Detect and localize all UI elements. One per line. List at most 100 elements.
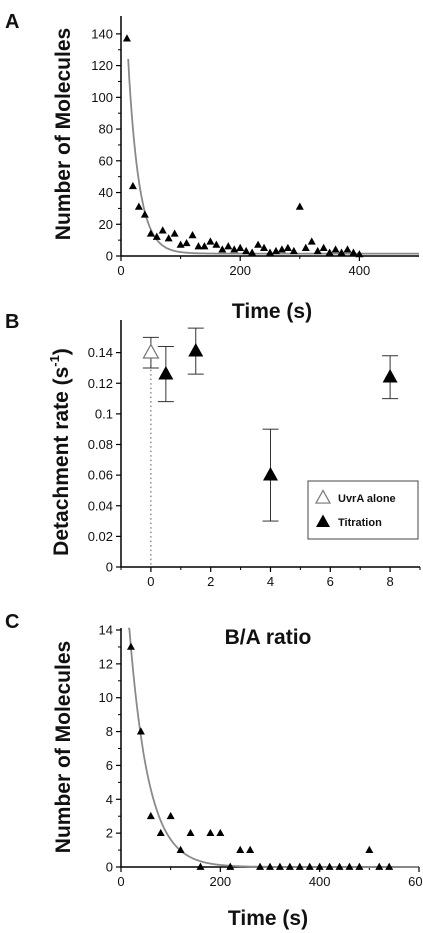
chart-c-y-tick-label: 14 (99, 623, 113, 638)
chart-a-data-point (349, 248, 358, 256)
chart-c-y-tick-label: 2 (106, 826, 113, 841)
chart-b-data-point (263, 467, 278, 481)
panel-label-c: C (5, 611, 19, 633)
chart-a-data-point (271, 246, 280, 255)
chart-c-data-point (146, 811, 155, 820)
chart-b-legend-marker (316, 514, 330, 528)
chart-a-data-point (224, 242, 233, 250)
chart-b-data-point (158, 365, 174, 380)
chart-c-data-point (126, 642, 135, 650)
chart-a-data-point (337, 248, 346, 256)
chart-c-data-point (385, 862, 394, 870)
chart-c-data-point (246, 845, 255, 853)
chart-c-y-tick-label: 10 (99, 690, 113, 705)
chart-c-data-point (256, 862, 265, 870)
chart-c-y-tick-label: 8 (106, 724, 113, 739)
chart-c-data-point (236, 845, 245, 853)
chart-b-y-axis-label-main: Detachment rate (s (50, 367, 73, 556)
chart-b-legend-marker-open (314, 489, 332, 504)
chart-a-data-point (200, 242, 209, 250)
chart-c-data-point (345, 862, 354, 870)
chart-a-data-point (176, 240, 185, 248)
chart-a-data-point (260, 243, 269, 251)
chart-a-data-point (343, 245, 352, 253)
chart-c-data-point (355, 862, 364, 870)
panel-label-b: B (5, 311, 19, 333)
chart-a-data-point (301, 243, 310, 251)
chart-c-data-point (375, 862, 384, 870)
chart-c-data-point (196, 862, 205, 870)
chart-c-data-point (186, 828, 195, 837)
chart-a-data-point (307, 237, 316, 245)
chart-a-data-point (146, 229, 155, 237)
chart-a-data-point (134, 202, 143, 210)
chart-a-data-point (128, 181, 137, 190)
chart-c-y-tick-label: 4 (106, 792, 113, 807)
chart-b-legend-label: Titration (338, 517, 382, 529)
chart-a-y-tick-label: 40 (99, 185, 113, 200)
chart-c-x-tick-label: 400 (309, 874, 331, 889)
chart-a-data-point (283, 243, 292, 251)
chart-b-data-point (188, 342, 204, 357)
chart-a-y-tick-label: 0 (106, 249, 113, 264)
chart-a-x-axis-label: Time (s) (232, 300, 312, 323)
chart-b-legend-label: UvrA alone (338, 493, 396, 505)
chart-b-y-axis-label-sup: -1 (47, 355, 62, 367)
chart-a-data-point (140, 210, 149, 218)
chart-a-data-point (152, 232, 161, 240)
chart-a-data-point (319, 243, 328, 251)
chart-c-data-point (216, 828, 225, 837)
chart-a-data-point (289, 246, 298, 255)
chart-c-y-tick-label: 0 (106, 860, 113, 875)
chart-b: 0 0.02 0.04 0.06 0.08 0.1 0.12 0.14 0 2 4 6 8 UvrA al… (88, 320, 421, 589)
chart-a-x-tick-label: 400 (349, 263, 371, 278)
chart-a-data-point (277, 245, 286, 253)
chart-a-data-point (206, 237, 215, 245)
chart-b-y-tick-label: 0.04 (88, 498, 113, 513)
chart-a-data-point (295, 202, 304, 210)
chart-a-data-point (122, 34, 131, 42)
chart-b-data-point-open (142, 343, 160, 359)
chart-c-data-point (166, 811, 175, 820)
chart-a-data-point (194, 242, 203, 250)
chart-a-data-point (182, 238, 191, 247)
chart-c-data-point (206, 828, 215, 837)
chart-b-y-tick-label: 0.12 (88, 376, 113, 391)
chart-a-y-axis-label: Number of Molecules (52, 28, 75, 240)
chart-a-data-point (242, 246, 251, 255)
chart-a-y-tick-label: 140 (91, 26, 113, 41)
chart-a-y-tick-label: 80 (99, 122, 113, 137)
chart-a-x-tick-label: 200 (229, 263, 251, 278)
chart-a-data-point (266, 248, 274, 256)
chart-a-data-point (248, 248, 257, 256)
chart-c-data-point (335, 862, 344, 870)
chart-b-y-tick-label: 0 (106, 560, 113, 575)
chart-a-y-tick-label: 100 (91, 90, 113, 105)
chart-c: 0 2 4 6 8 10 12 14 0 200 400 600 (99, 623, 423, 890)
chart-b-data-point (382, 369, 398, 383)
chart-c-y-tick-label: 12 (99, 656, 113, 671)
panel-label-a: A (5, 11, 19, 33)
chart-c-data-point (156, 828, 165, 837)
chart-b-x-tick-label: 6 (327, 574, 334, 589)
chart-a-data-point (218, 245, 227, 253)
chart-a-data-point (164, 234, 173, 242)
chart-b-x-tick-label: 8 (386, 574, 393, 589)
chart-c-data-point (305, 862, 314, 870)
chart-c-data-point (275, 862, 284, 870)
chart-a-x-tick-label: 0 (117, 263, 124, 278)
chart-a-y-tick-label: 120 (91, 58, 113, 73)
chart-b-legend (307, 480, 419, 540)
chart-c-y-tick-label: 6 (106, 758, 113, 773)
chart-c-x-axis-label: Time (s) (228, 907, 308, 930)
chart-b-y-tick-label: 0.02 (88, 529, 113, 544)
chart-a-data-point (236, 243, 245, 251)
chart-b-x-tick-label: 2 (207, 574, 214, 589)
chart-a-data-point (158, 226, 167, 234)
chart-a-data-point (313, 246, 322, 255)
chart-c-data-point (266, 862, 274, 870)
chart-a-data-point (325, 248, 334, 256)
chart-a-data-point (188, 231, 197, 239)
chart-c-x-tick-label: 0 (117, 874, 124, 889)
